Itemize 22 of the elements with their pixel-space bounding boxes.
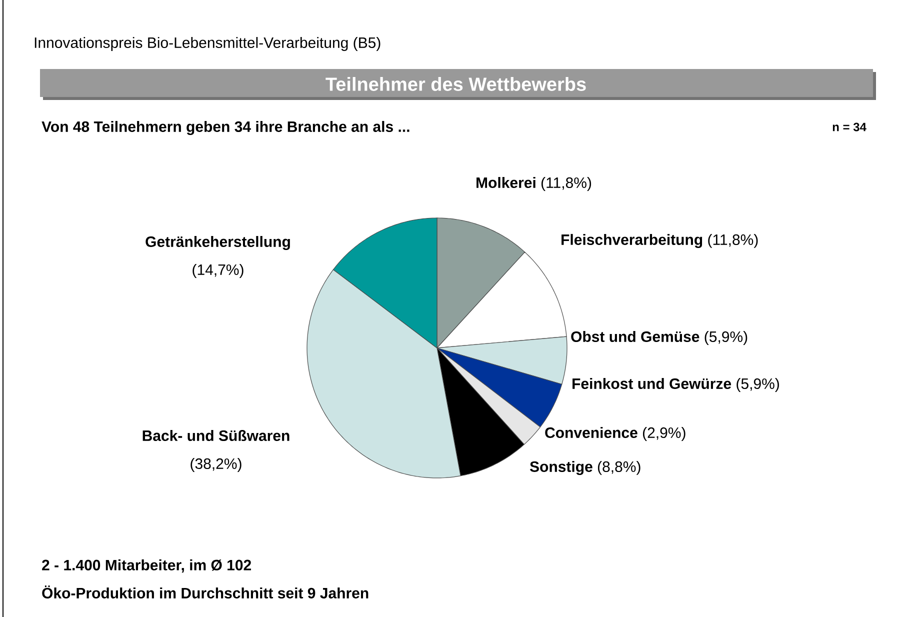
data-label: (8,8%) (598, 460, 640, 475)
text: 2 - 1.400 Mitarbeiter, im Ø 102 (42, 559, 252, 573)
data-label: (5,9%) (736, 378, 779, 392)
slice-label: Obst und Gemüse (571, 331, 700, 342)
slice-label: Molkerei (476, 177, 536, 188)
text: n = 34 (832, 122, 866, 132)
data-label: (11,8%) (541, 177, 592, 191)
text: Öko-Produktion im Durchschnitt seit 9 Jahren (42, 586, 368, 598)
slice-label: Fleischverarbeitung (562, 234, 702, 248)
data-label: (38,2%) (190, 458, 242, 472)
slice-label: Sonstige (530, 460, 592, 476)
slice-label: Feinkost und Gewürze (572, 378, 732, 390)
data-label: (11,8%) (708, 234, 758, 248)
chart-subtitle: Von 48 Teilnehmern geben 34 ihre Branche an als ... (42, 120, 410, 136)
data-label: (14,7%) (192, 264, 244, 278)
data-label: (5,9%) (704, 331, 748, 345)
slice-label: Back- und Süßwaren (142, 430, 290, 442)
slice-label: Getränkeherstellung (146, 236, 290, 250)
data-label: (2,9%) (642, 427, 686, 441)
chart-title: Teilnehmer des Wettbewerbs (326, 77, 586, 91)
text: Innovationspreis Bio-Lebensmittel-Verarbeitung (B5) (34, 36, 380, 51)
slice-label: Convenience (545, 427, 638, 438)
